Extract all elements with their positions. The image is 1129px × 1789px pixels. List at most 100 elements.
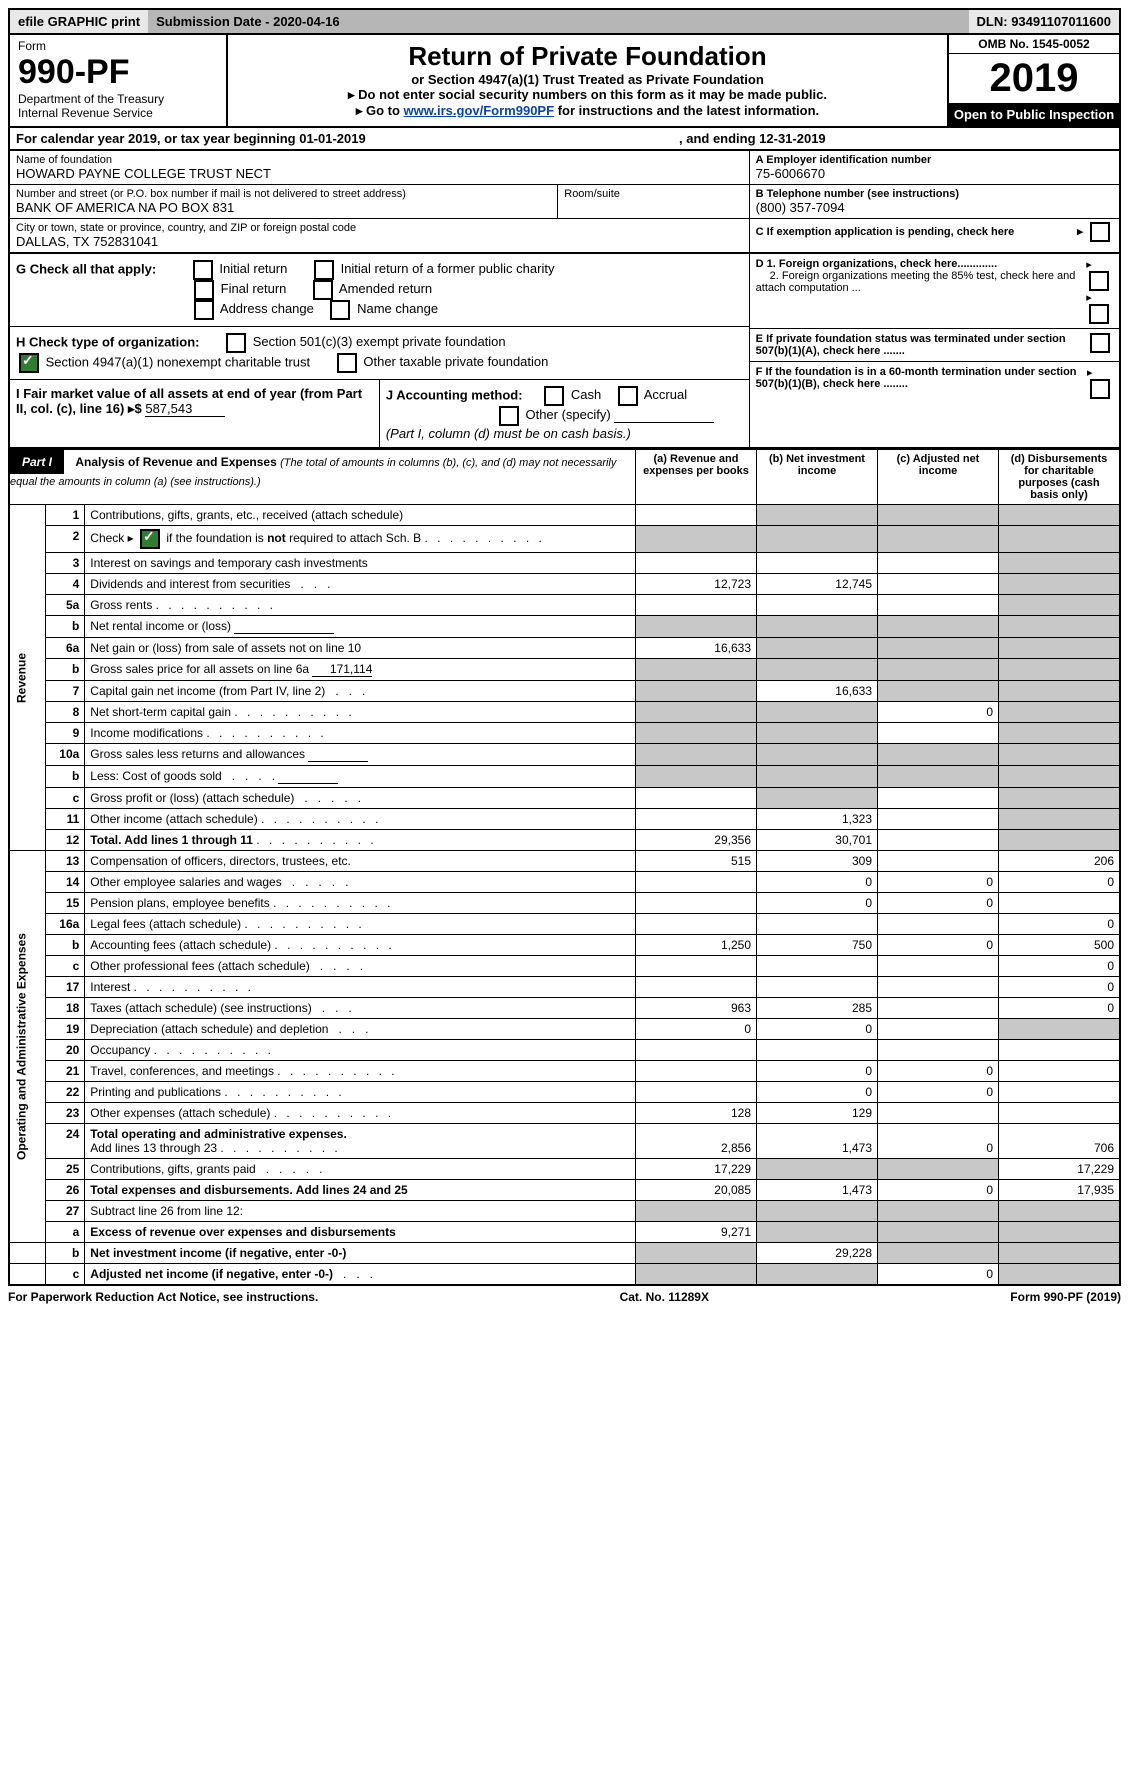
footer-right: Form 990-PF (2019) bbox=[1010, 1290, 1121, 1304]
table-row: 10aGross sales less returns and allowanc… bbox=[9, 744, 1120, 766]
ein-label: A Employer identification number bbox=[756, 154, 1113, 166]
g5-check[interactable] bbox=[194, 300, 214, 320]
footer-left: For Paperwork Reduction Act Notice, see … bbox=[8, 1290, 318, 1304]
h1-check[interactable] bbox=[226, 333, 246, 353]
table-row: 14Other employee salaries and wages . . … bbox=[9, 872, 1120, 893]
i-value: 587,543 bbox=[145, 401, 225, 417]
note1: ▸ Do not enter social security numbers o… bbox=[234, 87, 941, 103]
col-a: (a) Revenue and expenses per books bbox=[636, 450, 757, 505]
note2: ▸ Go to www.irs.gov/Form990PF for instru… bbox=[234, 103, 941, 119]
table-row: bNet rental income or (loss) bbox=[9, 616, 1120, 638]
g-label: G Check all that apply: bbox=[16, 261, 156, 276]
calendar-year-row: For calendar year 2019, or tax year begi… bbox=[8, 128, 1121, 151]
h2-check[interactable] bbox=[19, 353, 39, 373]
g1-check[interactable] bbox=[193, 260, 213, 280]
submission-date: Submission Date - 2020-04-16 bbox=[148, 10, 968, 33]
f-label: F If the foundation is in a 60-month ter… bbox=[756, 366, 1087, 399]
table-row: 17Interest 0 bbox=[9, 977, 1120, 998]
g3-check[interactable] bbox=[194, 280, 214, 300]
table-row: cAdjusted net income (if negative, enter… bbox=[9, 1264, 1120, 1286]
col-d: (d) Disbursements for charitable purpose… bbox=[999, 450, 1121, 505]
table-row: 23Other expenses (attach schedule) 12812… bbox=[9, 1103, 1120, 1124]
checks-block: G Check all that apply: Initial return I… bbox=[8, 254, 1121, 449]
c-label: C If exemption application is pending, c… bbox=[756, 226, 1015, 238]
table-row: 8Net short-term capital gain 0 bbox=[9, 702, 1120, 723]
col-b: (b) Net investment income bbox=[757, 450, 878, 505]
part1-table: Part I Analysis of Revenue and Expenses … bbox=[8, 449, 1121, 1286]
g6-check[interactable] bbox=[330, 300, 350, 320]
dept-label: Department of the Treasury bbox=[18, 92, 218, 106]
table-row: aExcess of revenue over expenses and dis… bbox=[9, 1222, 1120, 1243]
footer: For Paperwork Reduction Act Notice, see … bbox=[8, 1286, 1121, 1304]
table-row: 3Interest on savings and temporary cash … bbox=[9, 553, 1120, 574]
table-row: bAccounting fees (attach schedule) 1,250… bbox=[9, 935, 1120, 956]
table-row: 16aLegal fees (attach schedule) 0 bbox=[9, 914, 1120, 935]
city-label: City or town, state or province, country… bbox=[16, 222, 743, 234]
d2-check[interactable] bbox=[1089, 304, 1109, 324]
d2-label: 2. Foreign organizations meeting the 85%… bbox=[756, 270, 1076, 294]
e-label: E If private foundation status was termi… bbox=[756, 333, 1087, 357]
table-row: 18Taxes (attach schedule) (see instructi… bbox=[9, 998, 1120, 1019]
table-row: 5aGross rents bbox=[9, 595, 1120, 616]
c-checkbox[interactable] bbox=[1090, 222, 1110, 242]
room-label: Room/suite bbox=[557, 185, 748, 218]
part1-label: Part I bbox=[10, 450, 64, 474]
e-check[interactable] bbox=[1090, 333, 1110, 353]
revenue-label: Revenue bbox=[9, 505, 46, 851]
foundation-name: HOWARD PAYNE COLLEGE TRUST NECT bbox=[16, 166, 743, 181]
table-row: bNet investment income (if negative, ent… bbox=[9, 1243, 1120, 1264]
table-row: 25Contributions, gifts, grants paid . . … bbox=[9, 1159, 1120, 1180]
efile-label: efile GRAPHIC print bbox=[10, 10, 148, 33]
name-label: Name of foundation bbox=[16, 154, 743, 166]
j2-check[interactable] bbox=[618, 386, 638, 406]
id-block: Name of foundation HOWARD PAYNE COLLEGE … bbox=[8, 151, 1121, 254]
j-label: J Accounting method: bbox=[386, 387, 523, 402]
irs-link[interactable]: www.irs.gov/Form990PF bbox=[404, 103, 555, 118]
j3-check[interactable] bbox=[499, 406, 519, 426]
table-row: bLess: Cost of goods sold . . . . bbox=[9, 766, 1120, 788]
table-row: Operating and Administrative Expenses 13… bbox=[9, 851, 1120, 872]
h3-check[interactable] bbox=[337, 353, 357, 373]
irs-label: Internal Revenue Service bbox=[18, 106, 218, 120]
expenses-label: Operating and Administrative Expenses bbox=[9, 851, 46, 1243]
topbar: efile GRAPHIC print Submission Date - 20… bbox=[8, 8, 1121, 35]
d1-check[interactable] bbox=[1089, 271, 1109, 291]
table-row: 6aNet gain or (loss) from sale of assets… bbox=[9, 638, 1120, 659]
form-subtitle: or Section 4947(a)(1) Trust Treated as P… bbox=[234, 72, 941, 87]
table-row: 26Total expenses and disbursements. Add … bbox=[9, 1180, 1120, 1201]
g2-check[interactable] bbox=[314, 260, 334, 280]
g4-check[interactable] bbox=[313, 280, 333, 300]
schb-check[interactable] bbox=[140, 529, 160, 549]
table-row: 4Dividends and interest from securities … bbox=[9, 574, 1120, 595]
table-row: bGross sales price for all assets on lin… bbox=[9, 659, 1120, 681]
ein-value: 75-6006670 bbox=[756, 166, 1113, 181]
form-title: Return of Private Foundation bbox=[234, 41, 941, 72]
form-header: Form 990-PF Department of the Treasury I… bbox=[8, 35, 1121, 128]
d1-label: D 1. Foreign organizations, check here..… bbox=[756, 258, 997, 270]
tel-value: (800) 357-7094 bbox=[756, 200, 1113, 215]
table-row: 15Pension plans, employee benefits 00 bbox=[9, 893, 1120, 914]
table-row: 11Other income (attach schedule) 1,323 bbox=[9, 809, 1120, 830]
city-value: DALLAS, TX 752831041 bbox=[16, 234, 743, 249]
h-label: H Check type of organization: bbox=[16, 334, 199, 349]
open-public: Open to Public Inspection bbox=[949, 103, 1119, 126]
addr-label: Number and street (or P.O. box number if… bbox=[16, 188, 551, 200]
table-row: 24Total operating and administrative exp… bbox=[9, 1124, 1120, 1159]
tel-label: B Telephone number (see instructions) bbox=[756, 188, 1113, 200]
j1-check[interactable] bbox=[544, 386, 564, 406]
tax-year: 2019 bbox=[949, 54, 1119, 103]
f-check[interactable] bbox=[1090, 379, 1110, 399]
table-row: 19Depreciation (attach schedule) and dep… bbox=[9, 1019, 1120, 1040]
table-row: 20Occupancy bbox=[9, 1040, 1120, 1061]
table-row: Revenue 1Contributions, gifts, grants, e… bbox=[9, 505, 1120, 526]
part1-title: Analysis of Revenue and Expenses bbox=[75, 455, 276, 469]
j-note: (Part I, column (d) must be on cash basi… bbox=[386, 426, 631, 441]
address: BANK OF AMERICA NA PO BOX 831 bbox=[16, 200, 551, 215]
form-number: 990-PF bbox=[18, 53, 218, 92]
table-row: 27Subtract line 26 from line 12: bbox=[9, 1201, 1120, 1222]
form-number-box: Form 990-PF Department of the Treasury I… bbox=[10, 35, 228, 126]
omb-number: OMB No. 1545-0052 bbox=[949, 35, 1119, 54]
table-row: 12Total. Add lines 1 through 11 29,35630… bbox=[9, 830, 1120, 851]
form-label: Form bbox=[18, 39, 218, 53]
col-c: (c) Adjusted net income bbox=[878, 450, 999, 505]
